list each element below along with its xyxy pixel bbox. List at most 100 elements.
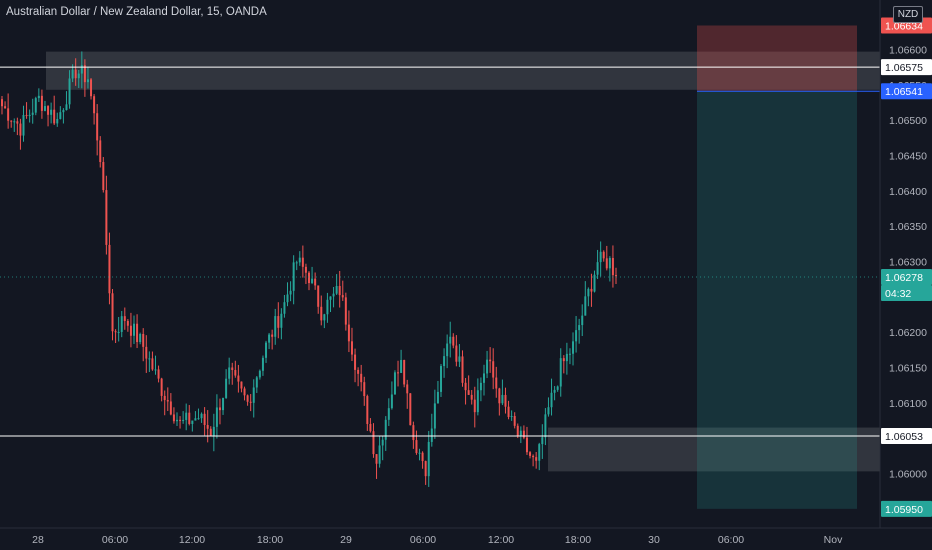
candle-body (525, 437, 528, 453)
candle (323, 313, 326, 329)
candle-body (320, 306, 323, 321)
candle (467, 375, 470, 395)
demand-zone (548, 427, 880, 472)
candle-body (593, 274, 596, 292)
candle-body (271, 334, 274, 337)
candle-body (40, 95, 43, 111)
candle-body (261, 357, 264, 371)
candle-body (274, 316, 277, 337)
candle-body (415, 440, 418, 453)
candle (59, 106, 62, 120)
candle (212, 413, 215, 452)
candle (268, 332, 271, 350)
candle (400, 349, 403, 374)
candle (596, 249, 599, 280)
candle (529, 451, 532, 459)
candle-body (304, 266, 307, 273)
time-tick-label: 29 (340, 534, 352, 546)
candle-body (218, 407, 221, 411)
candle (443, 348, 446, 378)
candle-body (458, 356, 461, 362)
candle (90, 78, 93, 100)
candle (271, 329, 274, 350)
candle-body (559, 358, 562, 387)
candle (298, 251, 301, 266)
candle (397, 360, 400, 387)
price-tick-label: 1.06100 (889, 398, 927, 410)
candle-body (492, 361, 495, 378)
short-position-tool[interactable] (697, 25, 880, 509)
candle-body (467, 390, 470, 395)
candle-body (215, 407, 218, 427)
candle-body (172, 414, 175, 422)
candle (553, 386, 556, 401)
candle-body (575, 330, 578, 342)
candle-body (544, 414, 547, 438)
candle-body (249, 401, 252, 403)
candle-body (489, 359, 492, 362)
candles-layer (1, 51, 617, 487)
candle-body (197, 418, 200, 420)
candle (301, 245, 304, 278)
candle (200, 412, 203, 423)
candle (461, 350, 464, 387)
candle-body (145, 346, 148, 359)
candle-body (403, 360, 406, 385)
candle-body (157, 369, 160, 379)
candle (572, 332, 575, 366)
candle-body (154, 369, 157, 371)
horizontal-lines[interactable] (0, 66, 880, 437)
candle-body (90, 79, 93, 97)
candle-body (522, 430, 525, 438)
candle (191, 420, 194, 432)
candle-body (108, 244, 111, 294)
candle-body (99, 140, 102, 163)
candle-body (446, 343, 449, 357)
candle-body (185, 412, 188, 420)
candle (142, 328, 145, 362)
currency-badge[interactable]: NZD (893, 6, 923, 23)
countdown-label-bg (881, 285, 932, 302)
candle-body (246, 395, 249, 402)
time-axis[interactable]: 28 06:00 12:00 18:00 29 06:00 12:00 18:00 30 06:0… (0, 527, 932, 546)
candle (188, 405, 191, 426)
candle (31, 98, 34, 124)
candle-body (529, 452, 532, 456)
stop-loss-zone[interactable] (697, 25, 857, 92)
candle-body (611, 257, 614, 276)
candle-body (516, 425, 519, 436)
candle-body (252, 387, 255, 403)
candle-body (114, 331, 117, 333)
support-price-label: 1.06053 (885, 431, 923, 443)
candle (83, 59, 86, 97)
candle (249, 394, 252, 412)
candle (68, 70, 71, 109)
candle (393, 370, 396, 395)
candle (123, 307, 126, 330)
candle-body (120, 316, 123, 332)
candle (16, 117, 19, 136)
candle (243, 386, 246, 401)
candle-body (129, 325, 132, 336)
take-profit-zone[interactable] (697, 91, 857, 509)
candle-body (605, 258, 608, 269)
candle (470, 389, 473, 405)
price-tick-label: 1.06200 (889, 327, 927, 339)
candle (50, 102, 53, 124)
candle (440, 364, 443, 397)
candle (602, 250, 605, 262)
price-tick-label: 1.06300 (889, 257, 927, 269)
zones-layer (46, 51, 880, 472)
candle (335, 274, 338, 295)
candle (145, 335, 148, 373)
candle-body (7, 108, 10, 121)
price-axis[interactable]: 1.066001.065501.065001.064501.064001.063… (879, 0, 927, 528)
candle (390, 381, 393, 410)
candle-body (476, 390, 479, 413)
candle-body (578, 325, 581, 331)
candle-body (234, 370, 237, 376)
candle-body (123, 316, 126, 321)
candle (556, 385, 559, 392)
candle (43, 100, 46, 112)
